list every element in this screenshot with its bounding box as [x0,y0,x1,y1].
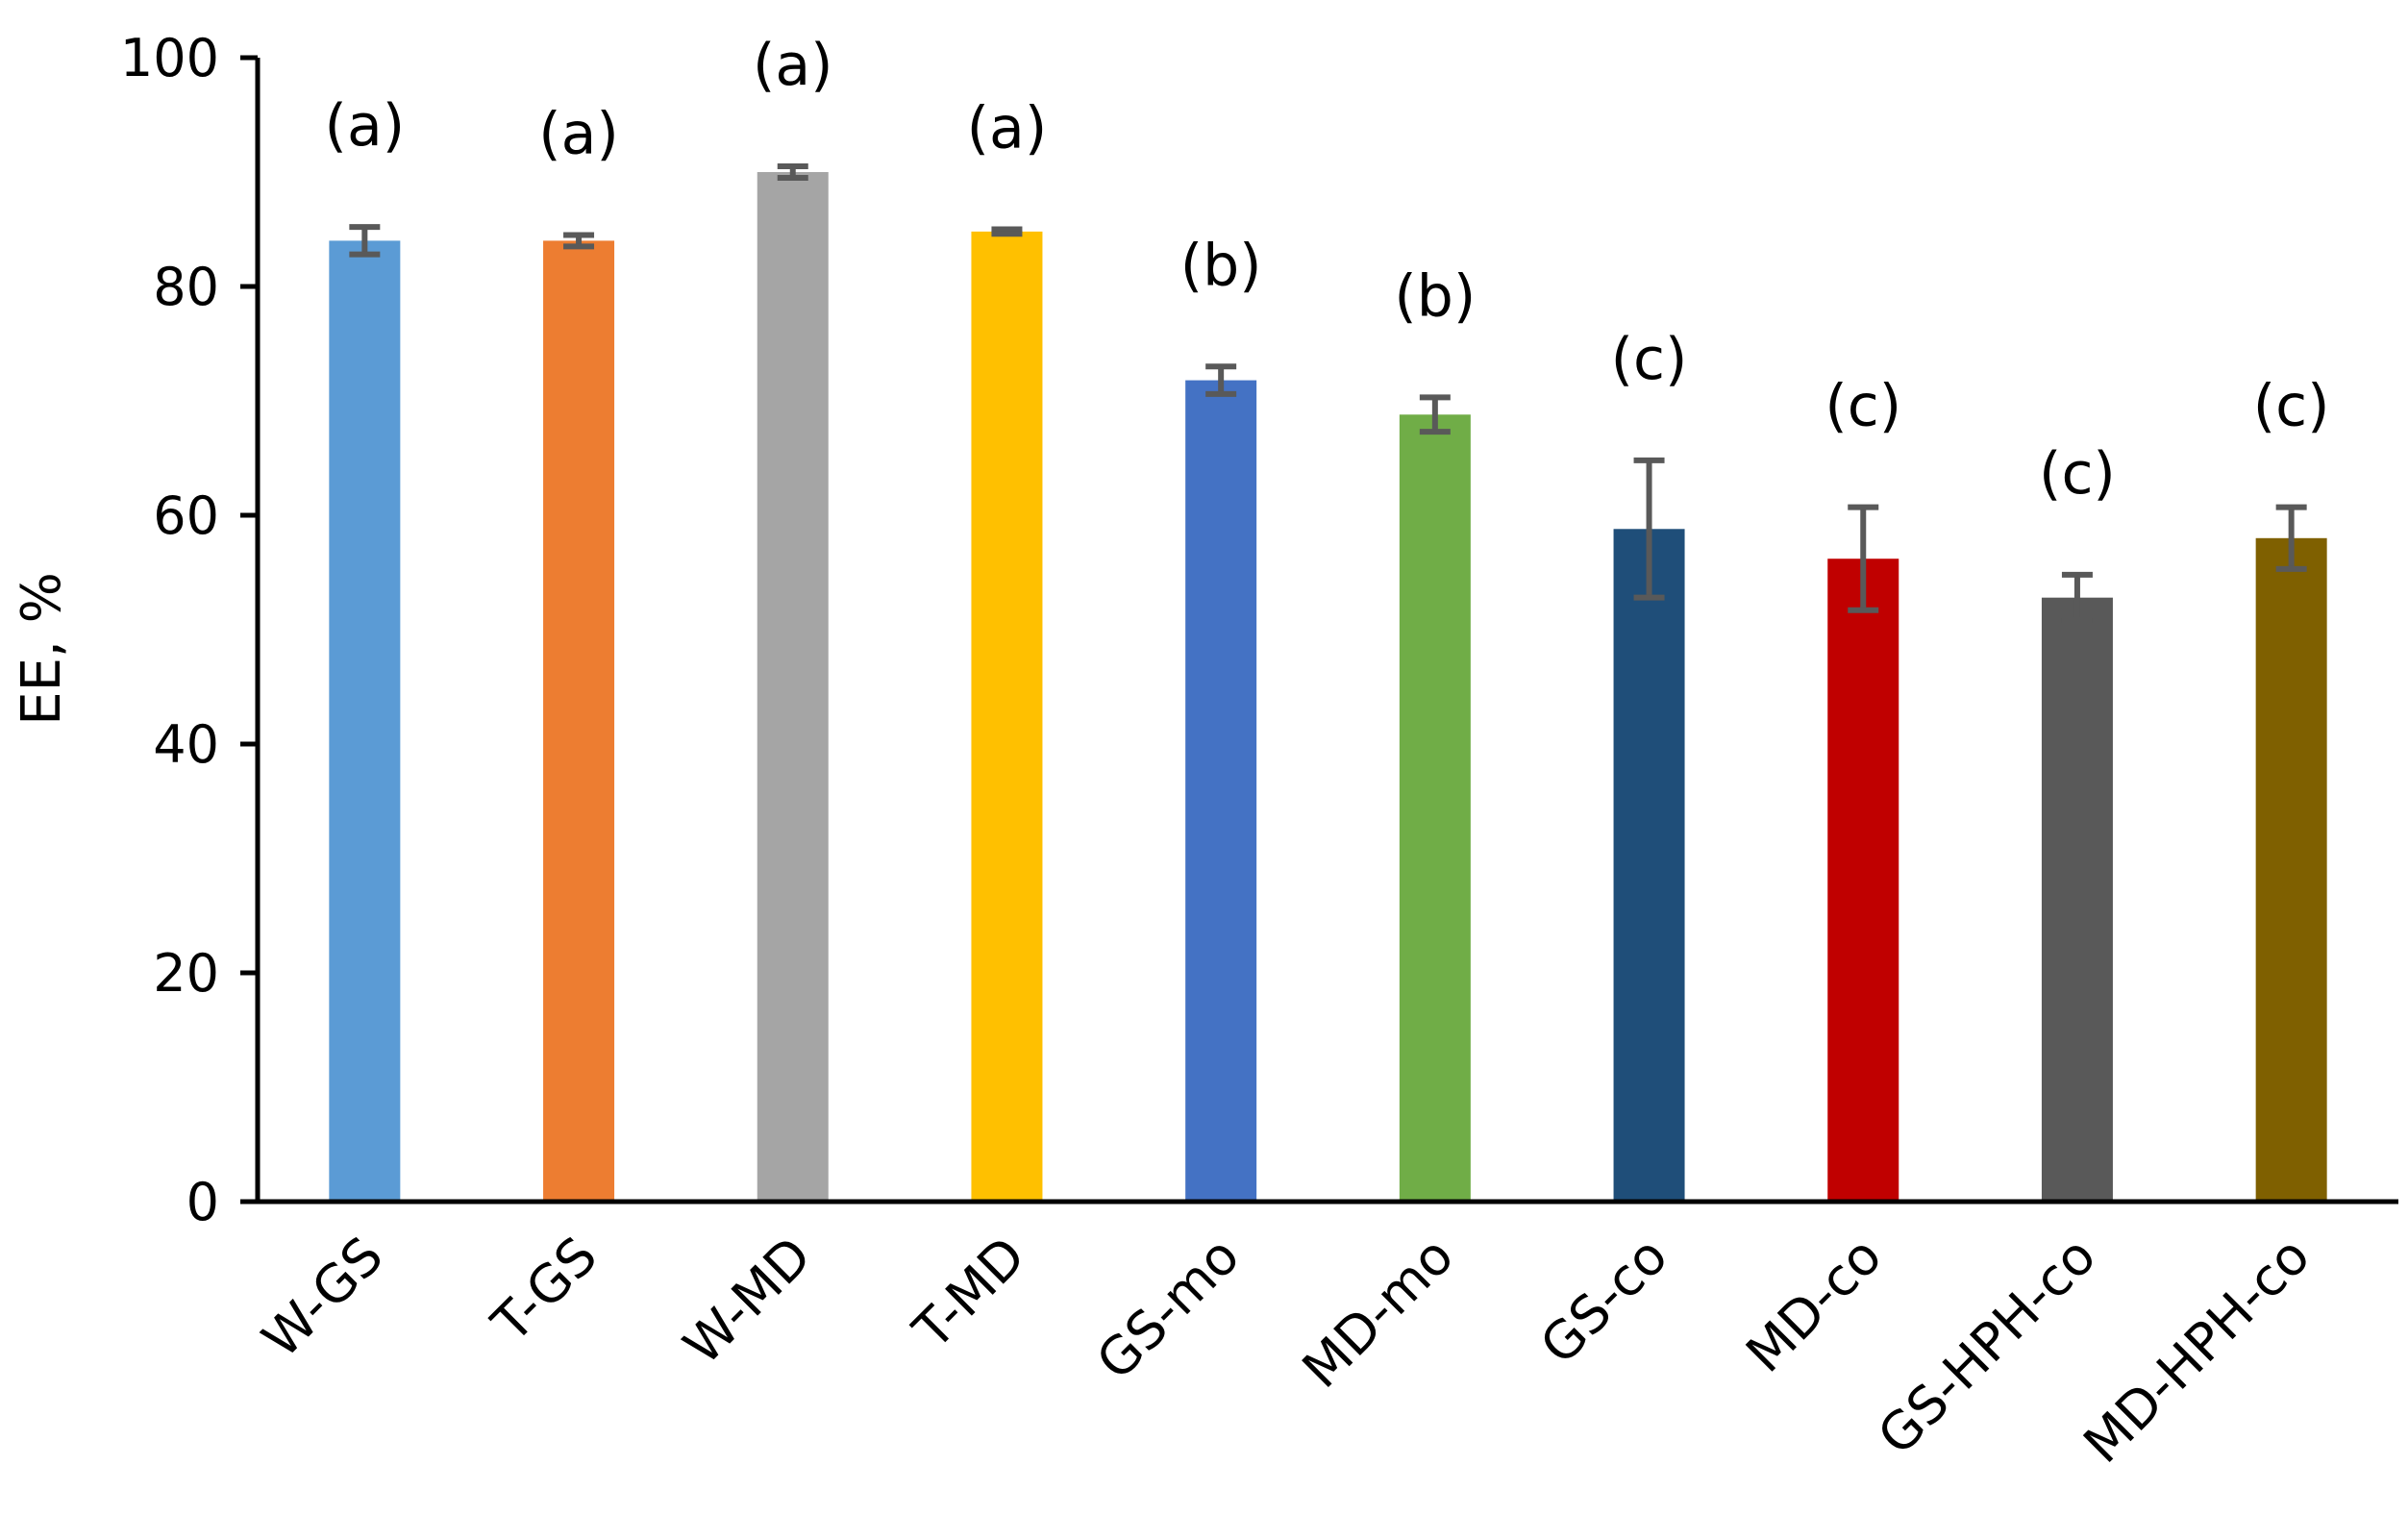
error-bar-w-md [777,163,808,181]
x-category-label: T-MD [901,1226,1036,1361]
error-bar-gs-mo [1205,363,1237,397]
significance-label: (a) [753,32,833,99]
bars [329,172,2327,1203]
x-category-label: GS-co [1528,1226,1679,1377]
y-tick-label: 80 [153,257,219,317]
bar-gs-co [1613,529,1685,1202]
bar-gs-hph-co [2041,597,2113,1202]
error-bar-md-hph-co [2275,504,2307,572]
y-axis-title: EE, % [11,572,73,726]
error-bar-md-mo [1419,394,1451,435]
x-category-label: MD-mo [1291,1226,1465,1400]
bar-md-mo [1399,414,1471,1202]
x-category-label: T-GS [480,1226,608,1354]
significance-label: (a) [325,92,406,160]
bar-md-hph-co [2255,537,2327,1202]
bar-t-gs [543,240,615,1202]
bar-gs-mo [1185,380,1257,1203]
y-tick-label: 60 [153,485,219,546]
bar-w-md [757,172,829,1202]
error-bar-w-gs [349,224,381,258]
error-bar-gs-hph-co [2061,571,2093,624]
significance-label: (c) [1825,373,1901,440]
error-bar-md-co [1848,504,1879,613]
x-axis-labels: W-GS T-GS W-MD T-MD GS-mo MD-mo GS-co MD-coGS-H… [251,1226,2321,1475]
bar-w-gs [329,240,401,1202]
x-category-label: MD-co [1734,1226,1893,1384]
y-tick-label: 20 [153,943,219,1004]
error-bar-gs-co [1633,457,1665,601]
x-category-label: W-GS [251,1226,395,1370]
error-bars [349,163,2307,624]
x-category-label: MD-HPH-co [2073,1226,2321,1475]
y-tick-label: 0 [186,1172,219,1232]
significance-label: (a) [967,95,1048,162]
bar-t-md [971,231,1043,1202]
error-bar-t-md [991,226,1023,237]
error-bar-t-gs [563,232,595,250]
significance-label: (a) [538,100,619,167]
significance-label: (c) [2253,373,2330,440]
y-tick-label: 100 [120,28,219,88]
x-category-label: W-MD [672,1226,823,1377]
group-labels: (a) (a) (a) (a) (b) (b) (c) (c) (c) (c) [325,32,2330,508]
y-axis-ticks: 0 20 40 60 80 100 [120,28,258,1232]
significance-label: (c) [1611,326,1688,393]
significance-label: (c) [2039,440,2116,508]
x-category-label: GS-HPH-co [1866,1226,2107,1467]
y-tick-label: 40 [153,714,219,775]
significance-label: (b) [1180,232,1262,299]
significance-label: (b) [1394,262,1476,330]
x-category-label: GS-mo [1085,1226,1252,1392]
bar-md-co [1827,559,1899,1202]
